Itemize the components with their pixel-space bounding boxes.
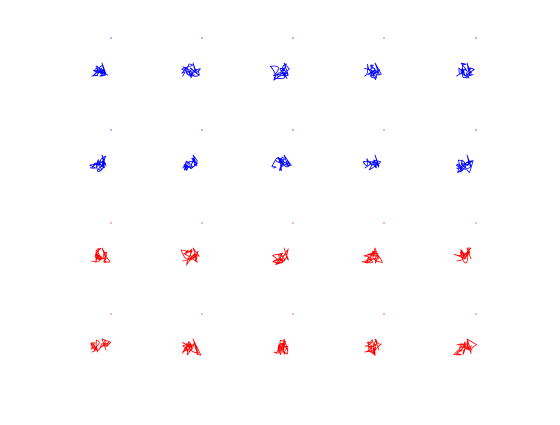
signature-dot (475, 313, 477, 315)
signature-scribble (453, 338, 478, 356)
signature-scribble (271, 154, 292, 171)
signature-dot (475, 37, 477, 39)
signature-dot (201, 129, 203, 131)
signature-cell (456, 37, 477, 79)
signature-scribble (273, 338, 289, 355)
signature-dot (201, 222, 203, 224)
signature-dot (201, 313, 203, 315)
signature-cell (456, 129, 477, 174)
signature-scribble (91, 62, 108, 77)
signature-scribble (270, 62, 290, 81)
signature-cell (182, 129, 203, 171)
signature-scribble (180, 247, 200, 266)
signature-dot (383, 129, 385, 131)
signature-dot (201, 37, 203, 39)
signature-dot (475, 129, 477, 131)
signature-dot (475, 222, 477, 224)
signature-scribble (272, 247, 289, 265)
signature-scribble (90, 338, 112, 353)
signature-scribble (361, 247, 383, 264)
signature-dot (292, 222, 294, 224)
signature-cell (271, 129, 294, 171)
signature-scribble (182, 154, 198, 171)
signature-cell (91, 222, 112, 263)
signature-scribble (364, 338, 382, 356)
signature-cell (270, 37, 294, 81)
signature-dot (383, 313, 385, 315)
signature-scribble (182, 338, 202, 356)
signature-scribble (453, 247, 472, 264)
signature-cell (89, 129, 112, 173)
signature-dot (292, 129, 294, 131)
signature-cell (91, 37, 112, 77)
signature-scribble (362, 154, 381, 171)
signature-cell (273, 313, 294, 355)
signature-dot (110, 37, 112, 39)
signature-cell (361, 222, 385, 264)
signature-cell (453, 222, 477, 264)
signature-cell (272, 222, 294, 265)
signature-dot (110, 222, 112, 224)
signature-dot (383, 222, 385, 224)
signature-cell (364, 37, 385, 81)
signature-scribble (89, 154, 107, 173)
signature-cell (180, 222, 203, 266)
signature-cell (364, 313, 385, 356)
signature-scribble (91, 247, 111, 263)
signature-dot (110, 313, 112, 315)
signature-cell (182, 313, 203, 356)
signature-dot (383, 37, 385, 39)
signature-cell (181, 37, 203, 79)
signature-cell (453, 313, 478, 356)
signature-dot (110, 129, 112, 131)
signature-scribble (181, 62, 201, 79)
signature-cell (362, 129, 385, 171)
signature-cell (90, 313, 112, 353)
signature-scribble (456, 62, 475, 79)
signature-scribble (456, 154, 474, 174)
signature-scribble (364, 62, 382, 81)
signature-dot (292, 37, 294, 39)
signature-dot (292, 313, 294, 315)
